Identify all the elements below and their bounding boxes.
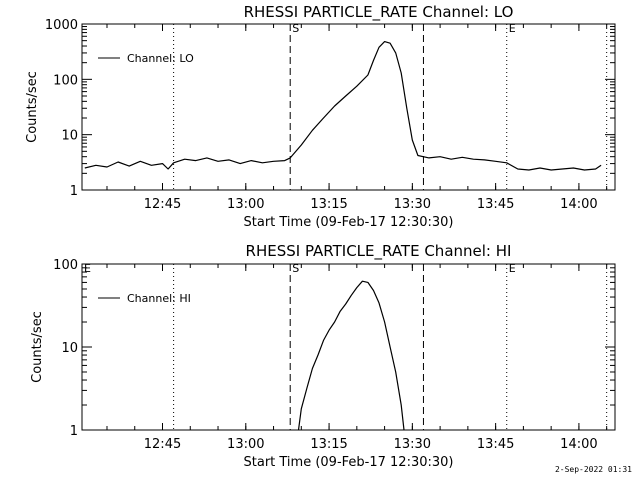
y-tick-label: 1 [70, 424, 78, 439]
time-marker-label: S [292, 262, 299, 275]
x-tick-label: 14:00 [560, 437, 597, 452]
y-tick-label: 1 [70, 184, 78, 199]
x-tick-label: 13:30 [394, 197, 431, 212]
x-tick-label: 13:45 [477, 437, 514, 452]
chart-title: RHESSI PARTICLE_RATE Channel: LO [244, 3, 514, 22]
time-marker-label: E [509, 262, 516, 275]
x-tick-label: 12:45 [144, 437, 181, 452]
y-axis-label: Counts/sec [30, 311, 45, 383]
time-marker-label: E [84, 262, 91, 275]
x-tick-label: 13:45 [477, 197, 514, 212]
y-tick-label: 10 [61, 129, 78, 144]
render-timestamp: 2-Sep-2022 01:31 [555, 465, 632, 474]
chart-title: RHESSI PARTICLE_RATE Channel: HI [246, 242, 512, 261]
series-line [84, 40, 602, 171]
time-marker-label: S [292, 22, 299, 35]
x-axis-label: Start Time (09-Feb-17 12:30:30) [244, 455, 454, 470]
x-tick-label: 13:15 [310, 437, 347, 452]
x-tick-label: 13:30 [394, 437, 431, 452]
x-tick-label: 13:15 [310, 197, 347, 212]
legend-label: Channel: LO [127, 52, 194, 65]
y-tick-label: 1000 [45, 18, 78, 33]
y-tick-label: 100 [53, 73, 78, 88]
y-axis-label: Counts/sec [25, 71, 40, 143]
x-tick-label: 13:00 [227, 197, 264, 212]
series-line [297, 280, 405, 431]
x-axis-label: Start Time (09-Feb-17 12:30:30) [244, 215, 454, 230]
plot-frame [81, 263, 616, 431]
x-tick-label: 13:00 [227, 437, 264, 452]
x-tick-label: 12:45 [144, 197, 181, 212]
time-marker-label: E [509, 22, 516, 35]
x-tick-label: 14:00 [560, 197, 597, 212]
plot-frame [81, 23, 616, 191]
legend-label: Channel: HI [127, 292, 191, 305]
y-tick-label: 100 [53, 258, 78, 273]
y-tick-label: 10 [61, 341, 78, 356]
